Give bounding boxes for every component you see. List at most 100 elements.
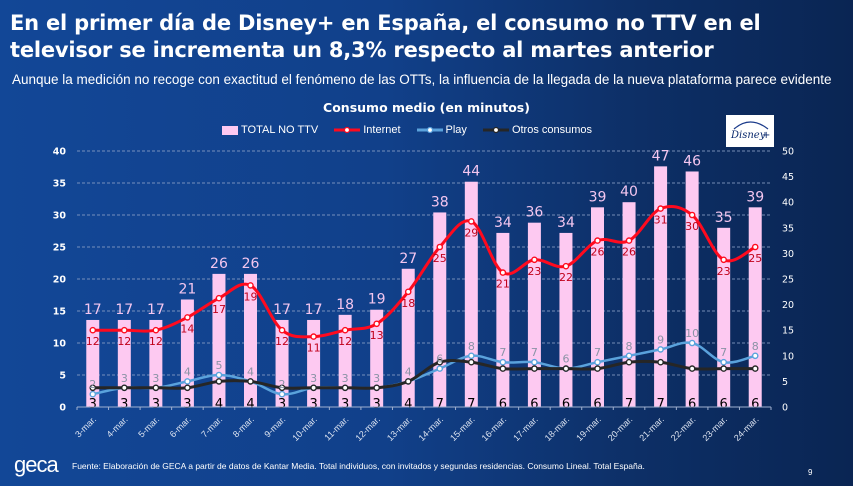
bar-value-label: 17 [84, 302, 102, 318]
x-tick-label: 4-mar. [105, 414, 130, 439]
label-play: 7 [531, 346, 538, 359]
label-otros: 4 [215, 397, 223, 412]
y-right-tick-label: 35 [782, 223, 794, 234]
x-tick-label: 19-mar. [574, 414, 603, 443]
marker-play [594, 358, 601, 366]
label-otros: 7 [656, 397, 664, 412]
x-tick-label: 12-mar. [353, 414, 382, 443]
x-tick-label: 20-mar. [606, 414, 635, 443]
bar [149, 319, 163, 407]
label-internet: 12 [275, 335, 289, 348]
bar-value-label: 26 [242, 256, 260, 272]
marker-internet [720, 256, 727, 264]
label-internet: 22 [559, 271, 573, 284]
label-play: 3 [121, 372, 128, 385]
label-internet: 30 [685, 220, 699, 233]
x-tick-label: 3-mar. [73, 414, 98, 439]
bar [370, 309, 384, 407]
marker-otros [373, 384, 380, 392]
bar [117, 319, 131, 407]
y-left-tick-label: 15 [53, 307, 66, 318]
marker-otros [341, 384, 349, 392]
x-tick-label: 14-mar. [417, 414, 446, 443]
legend-line-swatch-otros [482, 126, 509, 134]
label-otros: 6 [688, 397, 696, 412]
y-right-tick-label: 50 [782, 147, 794, 158]
bar-value-label: 19 [368, 292, 386, 308]
legend-item-otros: Otros consumos [482, 124, 592, 136]
marker-play [278, 390, 286, 398]
marker-otros [720, 365, 727, 372]
y-right-tick-label: 40 [782, 198, 794, 209]
legend-label: Play [445, 124, 467, 136]
x-tick-label: 15-mar. [448, 414, 477, 443]
bar [86, 319, 100, 407]
x-tick-label: 21-mar. [637, 414, 666, 443]
label-otros: 6 [593, 397, 601, 412]
label-otros: 3 [89, 397, 97, 412]
x-tick-label: 23-mar. [700, 414, 729, 443]
marker-otros [121, 384, 128, 392]
marker-play [657, 346, 664, 353]
marker-internet [247, 282, 254, 289]
label-otros: 6 [751, 397, 759, 412]
bar-value-label: 39 [746, 189, 764, 205]
marker-internet [562, 262, 570, 270]
line-internet [92, 204, 756, 339]
bar [622, 202, 636, 407]
label-internet: 14 [180, 322, 194, 335]
x-tick-label: 17-mar. [511, 414, 540, 443]
bar [244, 273, 257, 407]
label-internet: 25 [433, 252, 447, 265]
label-play: 8 [468, 340, 475, 353]
bar [685, 171, 699, 407]
y-right-tick-label: 20 [782, 300, 794, 311]
y-left-tick-label: 35 [53, 179, 66, 190]
label-play: 10 [685, 327, 699, 340]
marker-otros [751, 365, 759, 372]
marker-play [215, 371, 223, 379]
bar [654, 166, 668, 407]
y-left-tick-label: 10 [53, 339, 67, 350]
label-play: 2 [279, 378, 286, 391]
marker-internet [625, 237, 633, 244]
x-tick-label: 6-mar. [168, 414, 193, 439]
page-number: 9 [808, 468, 813, 477]
marker-otros [310, 384, 317, 392]
legend-label: Internet [363, 124, 401, 136]
marker-play [468, 352, 475, 360]
label-otros: 7 [436, 397, 444, 412]
label-internet: 18 [401, 297, 415, 310]
legend-line-swatch-play [416, 126, 443, 134]
y-axis-left: 0 5 10 15 20 25 30 35 40 [53, 147, 67, 414]
x-tick-label: 22-mar. [669, 414, 698, 443]
label-play: 8 [752, 340, 759, 353]
bar-value-label: 26 [210, 256, 228, 272]
bar [748, 207, 762, 407]
bar-value-label: 17 [147, 302, 165, 318]
marker-otros [688, 365, 696, 372]
marker-internet [436, 243, 444, 251]
label-internet: 23 [527, 265, 541, 278]
marker-internet [594, 237, 601, 244]
bar-value-label: 44 [462, 164, 480, 180]
marker-otros [562, 365, 570, 372]
label-otros: 3 [309, 397, 317, 412]
marker-internet [152, 326, 160, 334]
label-play: 3 [310, 372, 317, 385]
y-right-tick-label: 5 [782, 377, 788, 388]
x-tick-label: 24-mar. [732, 414, 761, 443]
x-tick-label: 10-mar. [290, 414, 319, 443]
x-tick-label: 9-mar. [262, 414, 287, 439]
x-tick-label: 8-mar. [231, 414, 256, 439]
label-otros: 6 [499, 397, 507, 412]
label-play: 4 [247, 365, 254, 378]
marker-internet [341, 326, 349, 334]
marker-internet [89, 326, 97, 334]
y-right-tick-label: 0 [782, 403, 788, 414]
label-internet: 12 [86, 335, 100, 348]
label-internet: 12 [117, 335, 131, 348]
label-otros: 6 [720, 397, 728, 412]
label-play: 3 [373, 372, 380, 385]
